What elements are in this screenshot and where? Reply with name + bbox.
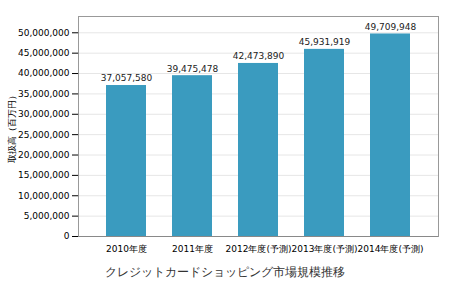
- svg-text:10,000,000: 10,000,000: [18, 191, 70, 201]
- svg-text:2010年度: 2010年度: [106, 244, 147, 254]
- svg-text:取扱高（百万円）: 取扱高（百万円）: [7, 91, 17, 163]
- svg-text:2014年度(予測): 2014年度(予測): [358, 244, 424, 254]
- svg-text:39,475,478: 39,475,478: [167, 64, 219, 74]
- svg-text:0: 0: [64, 231, 70, 241]
- svg-text:2013年度(予測): 2013年度(予測): [292, 244, 358, 254]
- html-text:クレジットカードショッピング市場規模推移: クレジットカードショッピング市場規模推移: [105, 265, 345, 279]
- svg-text:37,057,580: 37,057,580: [101, 73, 153, 83]
- svg-text:35,000,000: 35,000,000: [18, 89, 70, 99]
- svg-text:15,000,000: 15,000,000: [18, 170, 70, 180]
- svg-text:49,709,948: 49,709,948: [365, 22, 417, 32]
- svg-text:20,000,000: 20,000,000: [18, 150, 70, 160]
- svg-text:2012年度(予測): 2012年度(予測): [226, 244, 292, 254]
- svg-text:25,000,000: 25,000,000: [18, 130, 70, 140]
- svg-text:42,473,890: 42,473,890: [233, 51, 285, 61]
- svg-text:45,931,919: 45,931,919: [299, 37, 351, 47]
- svg-text:40,000,000: 40,000,000: [18, 68, 70, 78]
- svg-text:5,000,000: 5,000,000: [24, 211, 70, 221]
- svg-text:2011年度: 2011年度: [172, 244, 213, 254]
- svg-text:50,000,000: 50,000,000: [18, 28, 70, 38]
- svg-text:30,000,000: 30,000,000: [18, 109, 70, 119]
- svg-text:45,000,000: 45,000,000: [18, 48, 70, 58]
